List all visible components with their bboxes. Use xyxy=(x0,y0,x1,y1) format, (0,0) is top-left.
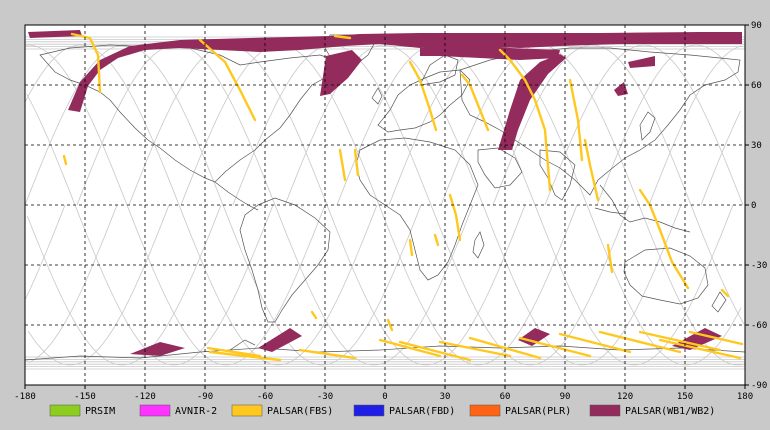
x-axis-ticks: -180 -150 -120 -90 -60 -30 0 30 60 90 120 150 180 xyxy=(14,385,753,402)
x-tick-label: -180 xyxy=(14,392,36,402)
y-tick-label: 60 xyxy=(751,81,762,91)
acquisition-swaths xyxy=(28,30,744,362)
x-tick-label: -90 xyxy=(197,392,213,402)
y-tick-label: 0 xyxy=(751,201,756,211)
legend-label: PRSIM xyxy=(85,406,115,417)
x-tick-label: 120 xyxy=(617,392,633,402)
legend: PRSIM AVNIR-2 PALSAR(FBS) PALSAR(FBD) PALSAR… xyxy=(49,404,715,417)
palsar-wb-swaths xyxy=(28,30,742,356)
legend-item: PALSAR(FBD) xyxy=(353,404,455,417)
x-tick-label: -30 xyxy=(317,392,333,402)
orbit-track xyxy=(232,44,630,366)
legend-label: PALSAR(FBD) xyxy=(389,406,455,417)
orbit-track xyxy=(25,44,742,366)
x-tick-label: -120 xyxy=(134,392,156,402)
x-tick-label: -150 xyxy=(74,392,96,402)
y-tick-label: 90 xyxy=(751,21,762,31)
y-tick-label: -30 xyxy=(751,261,767,271)
graticule xyxy=(25,25,745,385)
legend-label: PALSAR(FBS) xyxy=(267,406,333,417)
legend-label: PALSAR(WB1/WB2) xyxy=(625,406,715,417)
y-tick-label: -90 xyxy=(751,381,767,391)
orbit-track xyxy=(28,44,745,366)
legend-swatch xyxy=(139,404,171,417)
x-tick-label: 90 xyxy=(560,392,571,402)
legend-item: PALSAR(FBS) xyxy=(231,404,333,417)
legend-swatch xyxy=(353,404,385,417)
palsar-fbs-swaths xyxy=(62,32,744,362)
x-tick-label: 180 xyxy=(737,392,753,402)
y-tick-label: 30 xyxy=(751,141,762,151)
legend-label: AVNIR-2 xyxy=(175,406,217,417)
legend-swatch xyxy=(49,404,81,417)
x-tick-label: 30 xyxy=(440,392,451,402)
legend-label: PALSAR(PLR) xyxy=(505,406,571,417)
orbit-track xyxy=(25,44,742,366)
legend-item: PALSAR(PLR) xyxy=(469,404,571,417)
orbit-track xyxy=(24,44,741,366)
legend-item: PRSIM xyxy=(49,404,115,417)
x-tick-label: 0 xyxy=(382,392,387,402)
legend-item: AVNIR-2 xyxy=(139,404,217,417)
x-tick-label: -60 xyxy=(257,392,273,402)
legend-item: PALSAR(WB1/WB2) xyxy=(589,404,715,417)
y-axis-ticks: 90 60 30 0 -30 -60 -90 xyxy=(745,21,767,391)
x-tick-label: 60 xyxy=(500,392,511,402)
x-tick-label: 150 xyxy=(677,392,693,402)
legend-swatch xyxy=(469,404,501,417)
legend-swatch xyxy=(231,404,263,417)
y-tick-label: -60 xyxy=(751,321,767,331)
legend-swatch xyxy=(589,404,621,417)
